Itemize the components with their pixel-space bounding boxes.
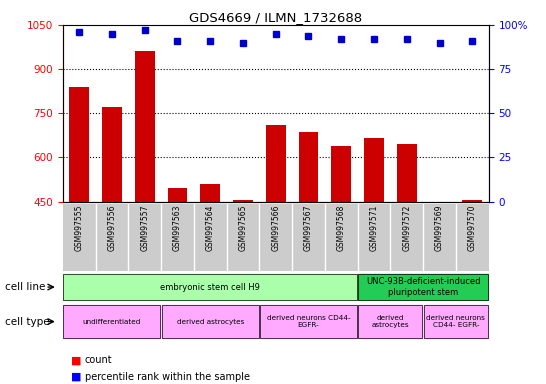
Bar [424, 305, 488, 338]
Text: percentile rank within the sample: percentile rank within the sample [85, 372, 250, 382]
Text: GSM997555: GSM997555 [75, 205, 84, 252]
Bar [63, 274, 357, 300]
Text: cell line: cell line [5, 282, 46, 292]
Text: GSM997571: GSM997571 [370, 205, 378, 251]
Bar [462, 200, 482, 334]
Bar [266, 125, 286, 334]
Title: GDS4669 / ILMN_1732688: GDS4669 / ILMN_1732688 [189, 11, 363, 24]
Bar [358, 305, 423, 338]
Bar [200, 184, 220, 334]
Bar [63, 305, 161, 338]
Bar [168, 188, 187, 334]
Text: GSM997556: GSM997556 [108, 205, 116, 252]
Text: UNC-93B-deficient-induced
pluripotent stem: UNC-93B-deficient-induced pluripotent st… [366, 277, 480, 297]
Text: count: count [85, 355, 112, 365]
Text: derived
astrocytes: derived astrocytes [372, 315, 409, 328]
Bar [69, 87, 89, 334]
Bar [358, 274, 488, 300]
Text: GSM997565: GSM997565 [239, 205, 247, 252]
Bar [331, 146, 351, 334]
Bar [364, 138, 384, 334]
Bar [358, 305, 423, 338]
Text: undifferentiated: undifferentiated [83, 319, 141, 324]
Text: GSM997572: GSM997572 [402, 205, 411, 251]
Bar [299, 132, 318, 334]
Text: GSM997563: GSM997563 [173, 205, 182, 252]
Text: ■: ■ [71, 372, 81, 382]
Bar [358, 274, 488, 300]
Text: derived neurons CD44-
EGFR-: derived neurons CD44- EGFR- [266, 315, 351, 328]
Bar [63, 305, 161, 338]
Bar [260, 305, 357, 338]
Text: embryonic stem cell H9: embryonic stem cell H9 [161, 283, 260, 291]
Text: GSM997564: GSM997564 [206, 205, 215, 252]
Text: derived astrocytes: derived astrocytes [176, 319, 244, 324]
Text: GSM997568: GSM997568 [337, 205, 346, 251]
Bar [102, 108, 122, 334]
Text: GSM997569: GSM997569 [435, 205, 444, 252]
Text: derived neurons
CD44- EGFR-: derived neurons CD44- EGFR- [426, 315, 485, 328]
Bar [63, 274, 357, 300]
Text: ■: ■ [71, 355, 81, 365]
Bar [260, 305, 357, 338]
Bar [162, 305, 259, 338]
Bar [233, 200, 253, 334]
Text: cell type: cell type [5, 316, 50, 327]
Text: GSM997566: GSM997566 [271, 205, 280, 252]
Bar [135, 51, 155, 334]
Text: GSM997557: GSM997557 [140, 205, 149, 252]
Bar [424, 305, 488, 338]
Bar [430, 202, 449, 334]
Text: GSM997570: GSM997570 [468, 205, 477, 252]
Bar [397, 144, 417, 334]
Bar [162, 305, 259, 338]
Text: GSM997567: GSM997567 [304, 205, 313, 252]
